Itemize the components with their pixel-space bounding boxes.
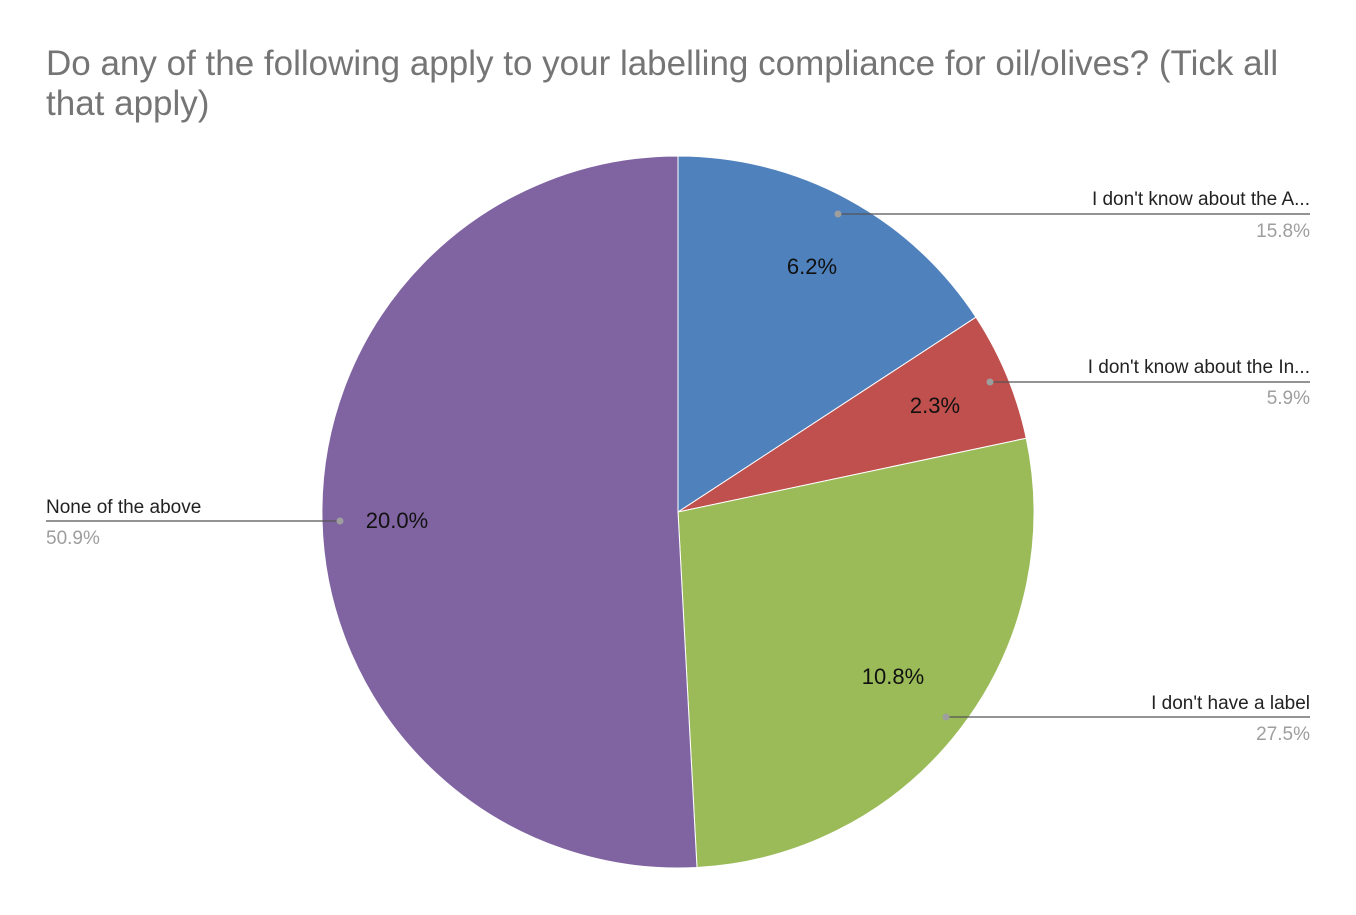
callout-label-name: I don't know about the In... <box>1088 357 1310 378</box>
pie-slice-i-don-t-know-about-the-in <box>677 316 1027 513</box>
pie-callout-labels: I don't know about the A... 15.8% I don't … <box>46 189 1310 745</box>
pie-leader-lines <box>46 210 1310 721</box>
callout-label-percent: 5.9% <box>1267 388 1310 409</box>
callout-label-percent: 15.8% <box>1256 221 1310 242</box>
pie-slice-inner-label: 20.0% <box>366 508 428 533</box>
callout-label-name: I don't have a label <box>1151 693 1310 714</box>
callout-label-percent: 27.5% <box>1256 724 1310 745</box>
callout-label-name: None of the above <box>46 497 201 518</box>
pie-inner-labels: 6.2% 2.3% 10.8% 20.0% <box>366 254 960 689</box>
callout-label-name: I don't know about the A... <box>1092 189 1310 210</box>
pie-slice-i-don-t-have-a-label <box>677 437 1035 869</box>
pie-slice-inner-label: 2.3% <box>910 393 960 418</box>
pie-slice-inner-label: 10.8% <box>862 664 924 689</box>
callout-label-percent: 50.9% <box>46 528 100 549</box>
chart-title: Do any of the following apply to your la… <box>46 44 1279 123</box>
pie-slice-inner-label: 6.2% <box>787 254 837 279</box>
leader-dot <box>834 210 842 218</box>
pie-slices <box>321 155 1035 869</box>
pie-slice-i-don-t-know-about-the-a <box>677 155 977 513</box>
leader-dot <box>942 713 950 721</box>
leader-dot <box>986 378 994 386</box>
leader-dot <box>336 517 344 525</box>
